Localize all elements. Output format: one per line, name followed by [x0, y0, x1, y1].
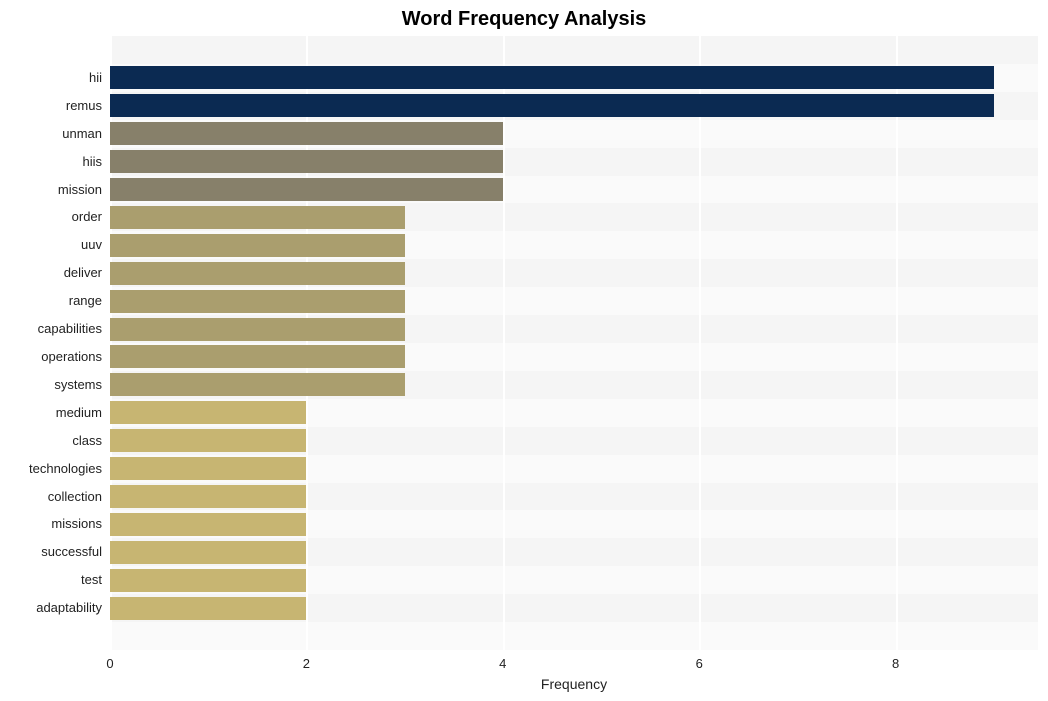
gridline — [896, 36, 898, 650]
y-tick-label: class — [0, 427, 102, 455]
bar — [110, 513, 306, 536]
chart-title: Word Frequency Analysis — [0, 8, 1048, 31]
y-tick-label: deliver — [0, 259, 102, 287]
bar — [110, 429, 306, 452]
y-tick-label: unman — [0, 120, 102, 148]
chart-container: Word Frequency Analysis Frequency hiirem… — [0, 0, 1048, 701]
bar — [110, 345, 405, 368]
x-axis-label: Frequency — [110, 676, 1038, 692]
x-tick-label: 0 — [106, 656, 113, 671]
bar — [110, 234, 405, 257]
y-tick-label: order — [0, 203, 102, 231]
bar — [110, 373, 405, 396]
y-tick-label: test — [0, 566, 102, 594]
bar — [110, 569, 306, 592]
y-tick-label: technologies — [0, 455, 102, 483]
x-tick-label: 8 — [892, 656, 899, 671]
y-tick-label: hiis — [0, 148, 102, 176]
plot-row-band — [110, 622, 1038, 650]
bar — [110, 401, 306, 424]
plot-row-band — [110, 36, 1038, 64]
gridline — [503, 36, 505, 650]
bar — [110, 485, 306, 508]
y-tick-label: operations — [0, 343, 102, 371]
y-tick-label: capabilities — [0, 315, 102, 343]
x-tick-label: 2 — [303, 656, 310, 671]
y-tick-label: uuv — [0, 231, 102, 259]
bar — [110, 290, 405, 313]
bar — [110, 178, 503, 201]
y-tick-label: missions — [0, 510, 102, 538]
bar — [110, 318, 405, 341]
y-tick-label: remus — [0, 92, 102, 120]
y-tick-label: adaptability — [0, 594, 102, 622]
y-tick-label: collection — [0, 483, 102, 511]
x-tick-label: 4 — [499, 656, 506, 671]
y-tick-label: medium — [0, 399, 102, 427]
bar — [110, 66, 994, 89]
plot-area — [110, 36, 1038, 650]
y-tick-label: range — [0, 287, 102, 315]
gridline — [699, 36, 701, 650]
bar — [110, 457, 306, 480]
y-tick-label: hii — [0, 64, 102, 92]
bar — [110, 122, 503, 145]
bar — [110, 206, 405, 229]
y-tick-label: mission — [0, 176, 102, 204]
bar — [110, 150, 503, 173]
y-tick-label: systems — [0, 371, 102, 399]
bar — [110, 541, 306, 564]
bar — [110, 94, 994, 117]
bar — [110, 262, 405, 285]
x-tick-label: 6 — [696, 656, 703, 671]
y-tick-label: successful — [0, 538, 102, 566]
bar — [110, 597, 306, 620]
